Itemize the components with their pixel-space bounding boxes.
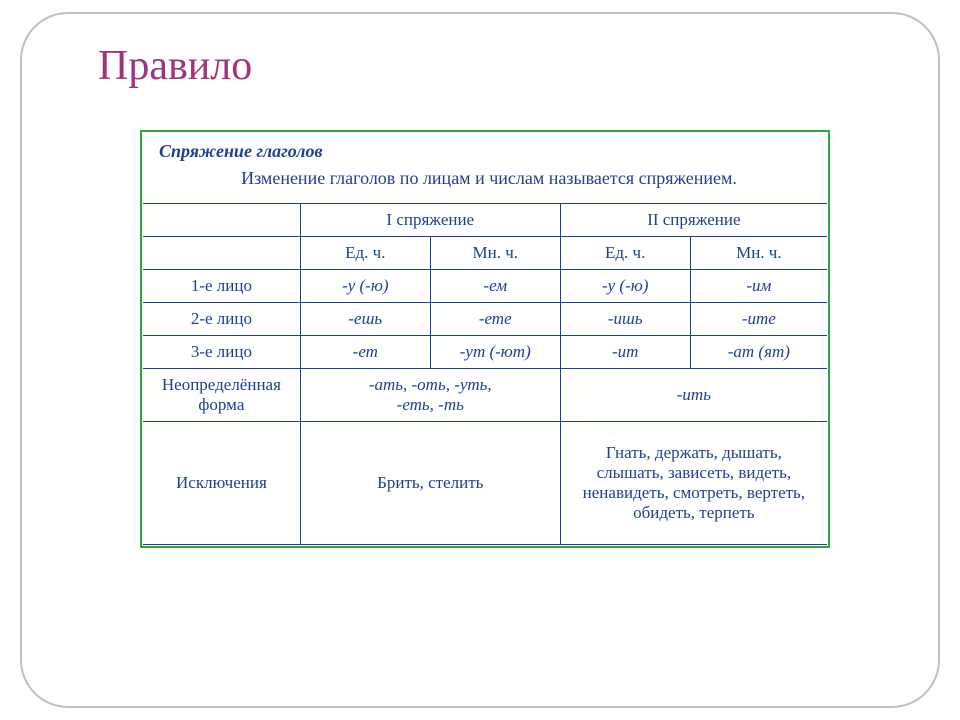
cell: Гнать, держать, дышать, слышать, зависет… — [560, 422, 827, 545]
cell: -ать, -оть, -уть, -еть, -ть — [300, 369, 560, 422]
table-row: I спряжение II спряжение — [143, 204, 827, 237]
table-row: Ед. ч. Мн. ч. Ед. ч. Мн. ч. — [143, 237, 827, 270]
row-label-1: 1-е лицо — [143, 270, 300, 303]
header-conj-2: II спряжение — [560, 204, 827, 237]
header-ed-2: Ед. ч. — [560, 237, 690, 270]
cell: -у (-ю) — [560, 270, 690, 303]
cell: -ете — [430, 303, 560, 336]
table-row: Неопределённая форма -ать, -оть, -уть, -… — [143, 369, 827, 422]
header-mn-2: Мн. ч. — [690, 237, 827, 270]
conjugation-table-container: Спряжение глаголов Изменение глаголов по… — [140, 130, 830, 548]
cell: -ит — [560, 336, 690, 369]
table-row: Исключения Брить, стелить Гнать, держать… — [143, 422, 827, 545]
cell: -ут (-ют) — [430, 336, 560, 369]
table-row: 1-е лицо -у (-ю) -ем -у (-ю) -им — [143, 270, 827, 303]
cell: Брить, стелить — [300, 422, 560, 545]
page-title: Правило — [98, 42, 252, 90]
row-label-infinitive: Неопределённая форма — [143, 369, 300, 422]
table-header-block: Спряжение глаголов Изменение глаголов по… — [143, 133, 827, 203]
cell: -у (-ю) — [300, 270, 430, 303]
header-ed-1: Ед. ч. — [300, 237, 430, 270]
header-conj-1: I спряжение — [300, 204, 560, 237]
header-empty-2 — [143, 237, 300, 270]
cell: -им — [690, 270, 827, 303]
cell: -ем — [430, 270, 560, 303]
table-row: 2-е лицо -ешь -ете -ишь -ите — [143, 303, 827, 336]
table-row: 3-е лицо -ет -ут (-ют) -ит -ат (ят) — [143, 336, 827, 369]
cell: -ить — [560, 369, 827, 422]
conjugation-table: I спряжение II спряжение Ед. ч. Мн. ч. Е… — [143, 203, 827, 545]
row-label-exceptions: Исключения — [143, 422, 300, 545]
cell: -ите — [690, 303, 827, 336]
table-heading: Спряжение глаголов — [159, 141, 819, 162]
header-empty — [143, 204, 300, 237]
row-label-3: 3-е лицо — [143, 336, 300, 369]
row-label-2: 2-е лицо — [143, 303, 300, 336]
cell: -ишь — [560, 303, 690, 336]
table-subheading: Изменение глаголов по лицам и числам наз… — [159, 168, 819, 193]
cell: -ат (ят) — [690, 336, 827, 369]
cell: -ет — [300, 336, 430, 369]
slide: Правило Спряжение глаголов Изменение гла… — [0, 0, 960, 720]
cell: -ешь — [300, 303, 430, 336]
header-mn-1: Мн. ч. — [430, 237, 560, 270]
